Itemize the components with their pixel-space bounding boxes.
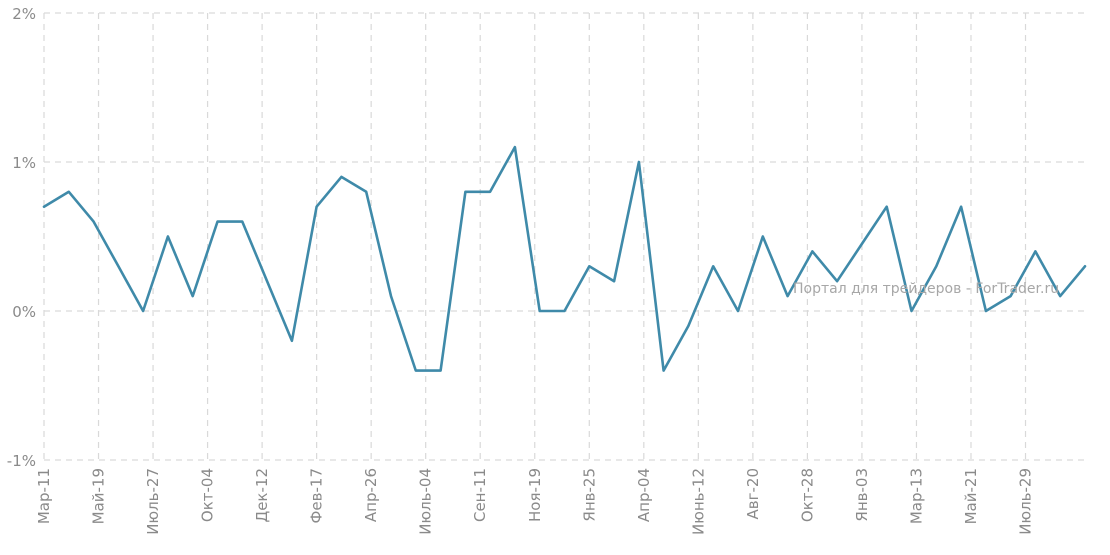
x-tick-label: Апр-26 [362, 468, 380, 522]
x-tick-label: Июль-29 [1017, 468, 1035, 535]
series-layer [42, 145, 1087, 372]
watermark-text: Портал для трейдеров - ForTrader.ru [793, 281, 1059, 297]
x-tick-label: Дек-12 [253, 468, 271, 523]
x-tick-label: Апр-04 [635, 468, 653, 522]
x-tick-label: Июнь-12 [689, 468, 707, 535]
x-tick-label: Июль-27 [144, 468, 162, 535]
x-tick-label: Фев-17 [308, 468, 326, 523]
y-tick-label: 0% [12, 303, 36, 321]
x-axis-ticks: Мар-11 Май-19 Июль-27 Окт-04 Дек-12 Фев-17 Апр… [35, 468, 1035, 535]
x-tick-label: Май-19 [90, 468, 108, 524]
x-tick-label: Янв-25 [580, 468, 598, 522]
y-axis-ticks: -1% 0% 1% 2% [7, 5, 36, 470]
y-tick-label: 2% [12, 5, 36, 23]
x-tick-label: Ноя-19 [526, 468, 544, 522]
x-tick-label: Май-21 [962, 468, 980, 524]
x-tick-label: Окт-28 [798, 468, 816, 522]
x-tick-label: Мар-13 [907, 468, 925, 524]
x-tick-label: Июль-04 [417, 468, 435, 535]
y-tick-label: -1% [7, 452, 36, 470]
y-tick-label: 1% [12, 154, 36, 172]
x-tick-label: Янв-03 [853, 468, 871, 522]
x-tick-label: Авг-20 [744, 468, 762, 519]
x-tick-label: Окт-04 [199, 468, 217, 522]
x-tick-label: Мар-11 [35, 468, 53, 524]
series-line [42, 145, 1087, 372]
x-tick-label: Сен-11 [471, 468, 489, 522]
grid [43, 12, 1085, 461]
